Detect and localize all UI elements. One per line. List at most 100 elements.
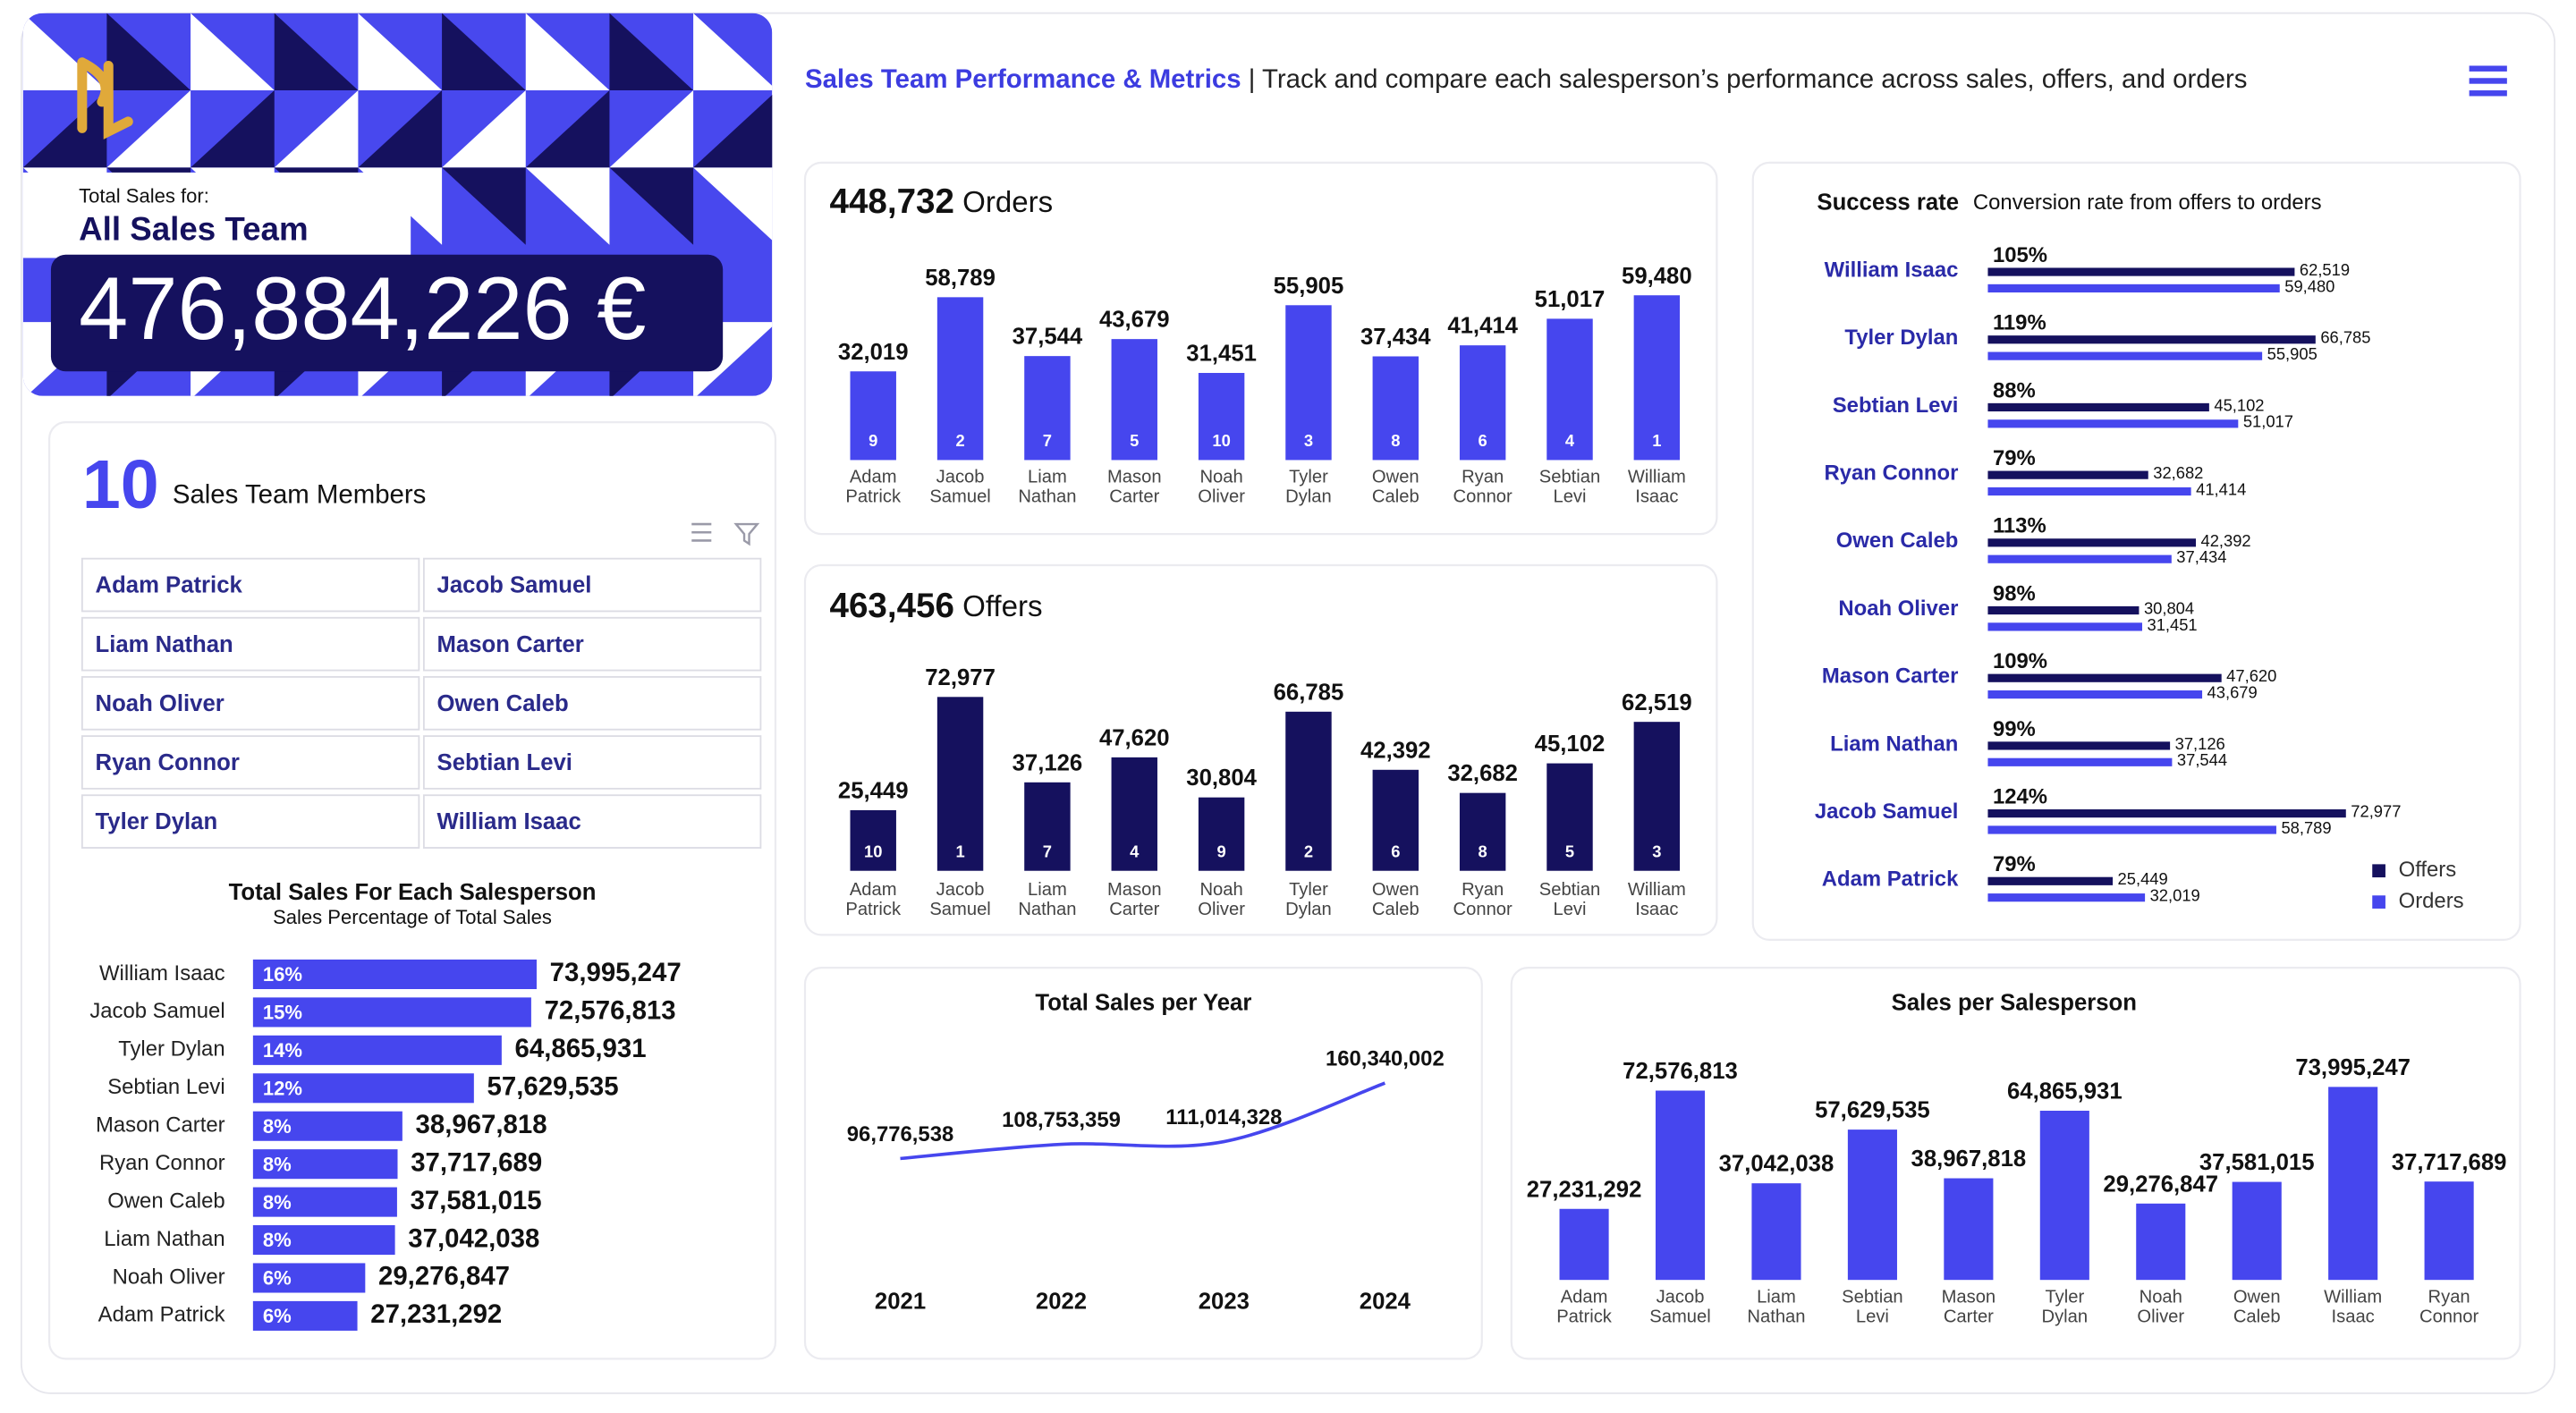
bar	[252, 959, 537, 989]
value-label: 62,519	[1622, 690, 1692, 715]
label-line: Sebtian	[1539, 468, 1600, 487]
member-button[interactable]	[80, 735, 420, 790]
bar	[1987, 470, 2148, 479]
member-name[interactable]: Ryan Connor	[96, 750, 240, 775]
rate-label: 119%	[1993, 311, 2046, 335]
label-line: Samuel	[929, 487, 990, 507]
pattern-shape	[358, 90, 443, 168]
rank-label: 6	[1479, 431, 1487, 450]
member-button[interactable]	[422, 557, 762, 613]
bar	[1987, 809, 2346, 818]
category-label: Mason Carter	[1822, 664, 1959, 689]
member-name[interactable]: Owen Caleb	[437, 691, 569, 716]
chart-title: Sales per Salesperson	[1892, 990, 2137, 1015]
bar	[1987, 351, 2263, 360]
rank-label: 8	[1479, 842, 1487, 860]
bar	[252, 1073, 474, 1104]
member-name[interactable]: Tyler Dylan	[96, 809, 218, 834]
member-button[interactable]	[422, 735, 762, 790]
label-line: Levi	[1553, 487, 1586, 507]
bar	[1285, 711, 1332, 871]
x-tick-label: 2024	[1360, 1290, 1411, 1315]
category-label: Liam Nathan	[1018, 880, 1076, 919]
category-label: Tyler Dylan	[2042, 1288, 2089, 1327]
member-button[interactable]	[80, 676, 420, 731]
category-label: Jacob Samuel	[89, 999, 225, 1023]
label-line: Carter	[1944, 1307, 1994, 1327]
category-label: Tyler Dylan	[118, 1037, 225, 1062]
member-name[interactable]: Mason Carter	[437, 632, 584, 657]
label-line: Dylan	[1285, 487, 1332, 507]
member-name[interactable]: Adam Patrick	[96, 573, 243, 598]
category-label: Adam Patrick	[845, 880, 902, 919]
label-line: Noah	[1199, 880, 1242, 900]
bar	[252, 1111, 402, 1141]
member-button[interactable]	[422, 676, 762, 731]
value-label: 66,785	[1274, 680, 1344, 705]
x-tick-label: 2022	[1036, 1290, 1087, 1315]
chart-title: Total Sales For Each Salesperson	[229, 880, 597, 905]
member-name[interactable]: Liam Nathan	[96, 632, 233, 657]
rate-label: 124%	[1993, 784, 2047, 808]
legend-label: Offers	[2399, 858, 2457, 882]
rate-label: 79%	[1993, 446, 2036, 470]
menu-line[interactable]	[2469, 90, 2507, 97]
bar	[1987, 419, 2239, 428]
label-line: Liam	[1757, 1288, 1796, 1307]
category-label: William Isaac	[99, 961, 225, 986]
bar	[1024, 356, 1071, 461]
category-label: Tyler Dylan	[1285, 880, 1332, 919]
member-name[interactable]: Jacob Samuel	[437, 573, 592, 598]
member-button[interactable]	[422, 616, 762, 672]
chart-total: 463,456	[830, 587, 954, 625]
member-button[interactable]	[422, 794, 762, 849]
member-button[interactable]	[80, 616, 420, 672]
rate-label: 79%	[1993, 852, 2036, 876]
member-name[interactable]: William Isaac	[437, 809, 581, 834]
percent-label: 8%	[263, 1115, 292, 1138]
label-line: Sebtian	[1539, 880, 1600, 900]
bar	[1944, 1178, 1994, 1281]
legend-swatch	[2372, 895, 2385, 909]
bar	[1751, 1183, 1801, 1281]
member-button[interactable]	[80, 794, 420, 849]
value-label: 37,042,038	[1719, 1152, 1835, 1177]
label-line: Carter	[1109, 487, 1159, 507]
label-line: Adam	[850, 880, 897, 900]
member-slicer[interactable]: Adam Patrick Jacob Samuel Liam Nathan Mason…	[80, 557, 762, 849]
value-label: 47,620	[1099, 725, 1170, 750]
bar	[1372, 356, 1419, 461]
category-label: Liam Nathan	[1747, 1288, 1805, 1327]
category-label: Tyler Dylan	[1844, 326, 1958, 350]
menu-line[interactable]	[2469, 78, 2507, 84]
member-button[interactable]	[80, 557, 420, 613]
rate-label: 88%	[1993, 378, 2036, 402]
bar	[2136, 1203, 2186, 1281]
menu-line[interactable]	[2469, 65, 2507, 72]
filter-icons[interactable]	[691, 522, 760, 546]
menu-button[interactable]	[2469, 65, 2507, 97]
label-line: Caleb	[2233, 1307, 2281, 1327]
category-label: Liam Nathan	[1830, 732, 1958, 756]
rank-label: 5	[1565, 842, 1574, 860]
pattern-shape	[191, 90, 275, 168]
category-label: Ryan Connor	[1453, 468, 1513, 507]
value-label: 72,977	[925, 665, 996, 690]
line	[900, 1081, 1385, 1161]
category-label: Owen Caleb	[2233, 1288, 2281, 1327]
bar	[936, 297, 984, 461]
rank-label: 3	[1304, 431, 1313, 450]
category-label: Mason Carter	[1107, 880, 1162, 919]
clear-filter-icon[interactable]	[733, 522, 760, 546]
pattern-shape	[693, 90, 773, 168]
category-label: Sebtian Levi	[1539, 468, 1600, 507]
category-label: Noah Oliver	[1198, 468, 1245, 507]
value-label: 37,544	[1013, 325, 1083, 350]
multiselect-icon[interactable]	[691, 522, 712, 542]
member-name[interactable]: Sebtian Levi	[437, 750, 572, 775]
category-label: Mason Carter	[96, 1113, 225, 1138]
pattern-shape	[106, 90, 191, 168]
page-header: Sales Team Performance & Metrics | Track…	[805, 64, 2247, 94]
member-name[interactable]: Noah Oliver	[96, 691, 225, 716]
value-label: 32,019	[2150, 886, 2200, 905]
